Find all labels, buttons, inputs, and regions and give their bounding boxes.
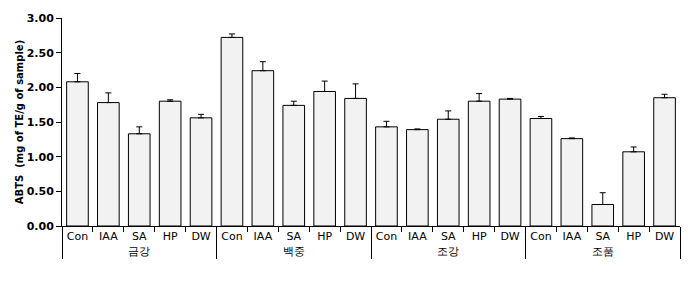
svg-text:조품: 조품 (592, 245, 614, 258)
svg-text:IAA: IAA (408, 230, 427, 243)
svg-text:SA: SA (595, 230, 610, 243)
svg-text:Con: Con (221, 230, 242, 243)
svg-text:Con: Con (376, 230, 397, 243)
svg-text:DW: DW (655, 230, 674, 243)
svg-text:Con: Con (67, 230, 88, 243)
svg-text:금강: 금강 (128, 245, 150, 258)
svg-text:IAA: IAA (254, 230, 273, 243)
svg-text:HP: HP (163, 230, 178, 243)
svg-text:IAA: IAA (99, 230, 118, 243)
svg-text:HP: HP (472, 230, 487, 243)
svg-text:DW: DW (500, 230, 519, 243)
svg-text:1.50: 1.50 (27, 116, 54, 129)
svg-text:SA: SA (286, 230, 301, 243)
svg-text:IAA: IAA (563, 230, 582, 243)
svg-text:조강: 조강 (437, 245, 459, 258)
svg-text:0.50: 0.50 (27, 185, 54, 198)
svg-text:DW: DW (191, 230, 210, 243)
svg-text:0.00: 0.00 (27, 220, 54, 233)
svg-text:1.00: 1.00 (27, 151, 54, 164)
svg-text:SA: SA (132, 230, 147, 243)
svg-text:3.00: 3.00 (27, 12, 54, 25)
svg-text:2.50: 2.50 (27, 47, 54, 60)
svg-text:2.00: 2.00 (27, 81, 54, 94)
svg-text:Con: Con (530, 230, 551, 243)
svg-text:백중: 백중 (283, 245, 305, 258)
svg-text:HP: HP (626, 230, 641, 243)
svg-text:ABTS (mg of TE/g of sample): ABTS (mg of TE/g of sample) (14, 40, 25, 204)
svg-text:HP: HP (317, 230, 332, 243)
svg-text:DW: DW (346, 230, 365, 243)
svg-text:SA: SA (441, 230, 456, 243)
